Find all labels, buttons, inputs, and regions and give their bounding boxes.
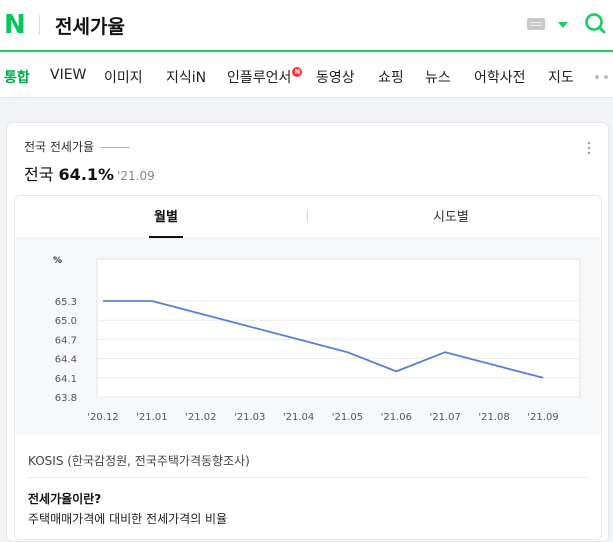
x-tick-label: '21.06 bbox=[381, 412, 412, 423]
tab-images[interactable]: 이미지 bbox=[104, 67, 143, 87]
x-tick-label: '21.02 bbox=[185, 412, 216, 423]
tab-monthly[interactable]: 월별 bbox=[154, 206, 178, 225]
x-tick-label: '21.07 bbox=[430, 412, 461, 423]
x-tick-label: '21.05 bbox=[332, 412, 363, 423]
keyboard-icon[interactable] bbox=[527, 18, 545, 30]
headline-value: 전국 64.1%'21.09 bbox=[24, 161, 155, 185]
label-line bbox=[100, 147, 130, 148]
plot-frame bbox=[97, 259, 580, 397]
tab-by-region[interactable]: 시도별 bbox=[433, 206, 469, 225]
x-tick-label: '20.12 bbox=[87, 412, 118, 423]
new-badge: N bbox=[292, 67, 302, 77]
current-period: '21.09 bbox=[117, 169, 155, 183]
tab-shopping[interactable]: 쇼핑 bbox=[378, 67, 404, 87]
x-tick-label: '21.03 bbox=[234, 412, 265, 423]
definition-text: 주택매매가격에 대비한 전세가격의 비율 bbox=[28, 510, 227, 527]
data-source: KOSIS (한국감정원, 전국주택가격동향조사) bbox=[28, 452, 250, 469]
y-tick-label: 64.4 bbox=[55, 355, 77, 366]
y-tick-label: 65.3 bbox=[55, 297, 77, 308]
source-divider bbox=[28, 477, 590, 478]
y-tick-label: 64.7 bbox=[55, 335, 77, 346]
header-divider bbox=[39, 15, 40, 35]
region-name: 전국 bbox=[24, 165, 53, 184]
chart-panel: 월별 시도별 % 65.3 65.0 64.7 64.4 64.1 63.8 '20.12… bbox=[14, 195, 602, 540]
tab-kin[interactable]: 지식iN bbox=[166, 67, 206, 87]
line-chart: % 65.3 65.0 64.7 64.4 64.1 63.8 '20.12 '21.01 '… bbox=[15, 239, 602, 435]
tab-dictionary[interactable]: 어학사전 bbox=[474, 67, 526, 87]
definition-title: 전세가율이란? bbox=[28, 490, 101, 507]
y-axis-unit: % bbox=[53, 256, 62, 266]
tab-influencer-label: 인플루언서 bbox=[227, 70, 291, 86]
caret-down-icon[interactable] bbox=[558, 22, 568, 28]
chart-area: % 65.3 65.0 64.7 64.4 64.1 63.8 '20.12 '21.01 '… bbox=[15, 239, 602, 435]
card-label: 전국 전세가율 bbox=[24, 138, 130, 155]
x-tick-label: '21.01 bbox=[136, 412, 167, 423]
tab-video[interactable]: 동영상 bbox=[316, 67, 355, 87]
x-tick-label: '21.09 bbox=[527, 412, 558, 423]
sub-tab-divider bbox=[307, 210, 308, 222]
search-icon[interactable] bbox=[584, 12, 606, 34]
naver-logo[interactable]: N bbox=[4, 10, 26, 40]
tab-map[interactable]: 지도 bbox=[548, 67, 574, 87]
search-query[interactable]: 전세가율 bbox=[55, 12, 125, 39]
tab-view[interactable]: VIEW bbox=[50, 67, 86, 83]
search-header: N 전세가율 bbox=[0, 0, 613, 52]
tab-news[interactable]: 뉴스 bbox=[425, 67, 451, 87]
y-tick-label: 63.8 bbox=[55, 393, 77, 404]
kebab-menu-icon[interactable] bbox=[587, 141, 591, 155]
y-tick-label: 64.1 bbox=[55, 374, 77, 385]
tab-integrated[interactable]: 통합 bbox=[4, 67, 30, 87]
current-rate: 64.1% bbox=[59, 165, 115, 184]
x-tick-label: '21.08 bbox=[478, 412, 509, 423]
x-tick-label: '21.04 bbox=[283, 412, 314, 423]
more-tabs-icon[interactable] bbox=[594, 74, 613, 80]
y-tick-label: 65.0 bbox=[55, 316, 77, 327]
card-label-text: 전국 전세가율 bbox=[24, 140, 94, 154]
